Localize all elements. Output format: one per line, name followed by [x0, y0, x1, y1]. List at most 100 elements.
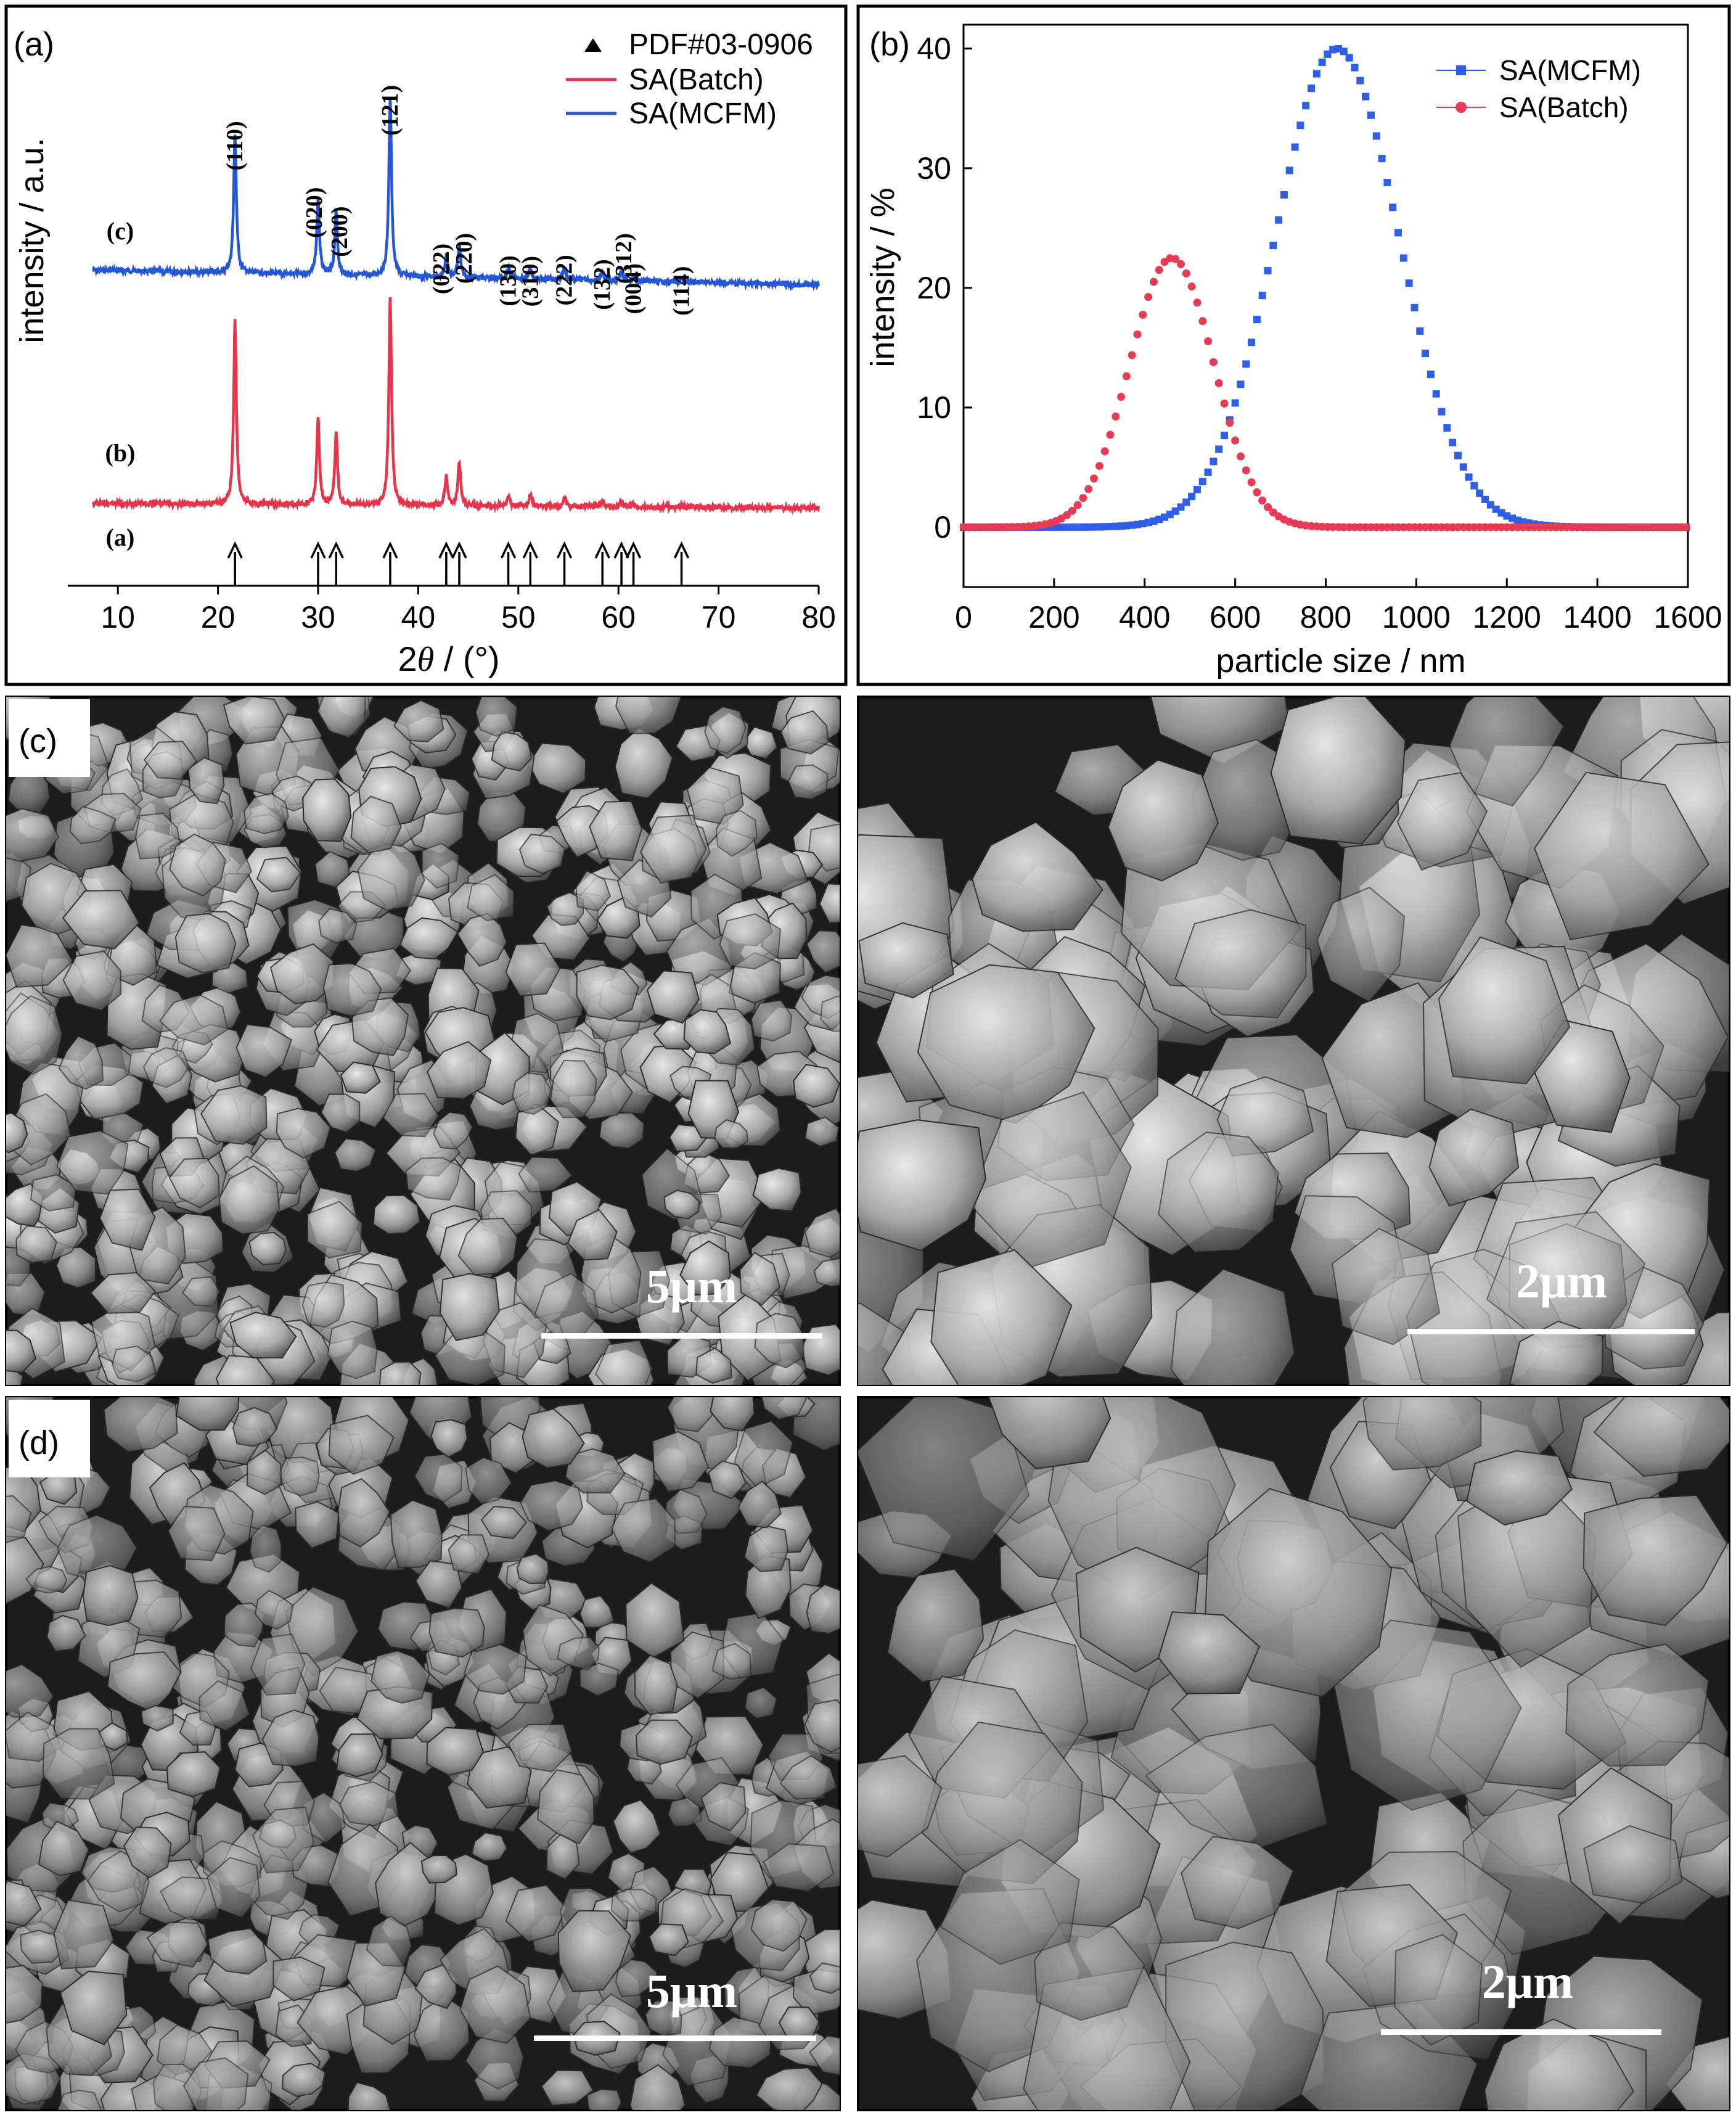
sem-particle — [1449, 697, 1565, 807]
sem-particle — [704, 705, 747, 754]
xrd-x-tick-label: 60 — [601, 600, 636, 634]
sem-particle — [541, 2069, 594, 2106]
sem-particle — [6, 808, 59, 862]
sem-particle — [610, 1498, 676, 1563]
size-point-square — [1215, 445, 1223, 453]
panel-label-b: (b) — [869, 26, 910, 63]
sem-particle — [143, 741, 197, 780]
sem-particle — [347, 2081, 391, 2110]
size-point-square — [1405, 279, 1413, 287]
size-panel-frame — [856, 4, 1731, 686]
sem-particle — [459, 1965, 531, 2044]
sem-particle — [787, 764, 829, 800]
sem-particle — [804, 1699, 840, 1753]
sem-particle — [819, 883, 840, 924]
xrd-reference-arrowhead — [451, 541, 467, 559]
sem-particle — [62, 950, 122, 1011]
size-point-square — [1443, 424, 1451, 432]
xrd-reference-arrowhead — [500, 541, 517, 559]
xrd-hkl-label: (200) — [327, 206, 353, 257]
size-point-circle — [1682, 523, 1690, 532]
sem-particle — [779, 1755, 838, 1800]
sem-particle — [475, 697, 518, 737]
size-point-circle — [1198, 317, 1207, 326]
size-point-circle — [1231, 436, 1240, 445]
sem-particle — [107, 1651, 182, 1713]
size-x-tick-label: 1200 — [1473, 600, 1541, 634]
sem-particle — [567, 1209, 618, 1261]
sem-particle — [683, 1009, 732, 1054]
sem-particle — [420, 1854, 457, 1884]
scale-bar-label-d-right: 2μm — [1482, 1955, 1573, 2008]
sem-particle — [1181, 1836, 1295, 1929]
size-point-square — [1449, 438, 1457, 446]
size-point-circle — [1204, 337, 1213, 345]
xrd-reference-marker — [328, 541, 344, 586]
sem-particle — [646, 970, 700, 1024]
xrd-y-axis-label: intensity / a.u. — [14, 138, 51, 343]
panel-label-d: (d) — [18, 1424, 59, 1461]
sem-particle — [806, 1583, 840, 1635]
sem-particle — [1170, 1268, 1295, 1385]
sem-particle — [576, 964, 640, 1021]
sem-particle — [743, 1525, 789, 1572]
xrd-reference-marker — [613, 541, 629, 586]
size-y-tick-label: 30 — [917, 151, 951, 186]
sem-particle — [62, 890, 140, 950]
xrd-trace-sa-mcfm- — [92, 98, 821, 292]
panel-label-c-box — [9, 699, 90, 777]
sem-particle — [414, 1964, 457, 2010]
sem-particles — [858, 1397, 1729, 2110]
sem-particle — [390, 1499, 443, 1569]
xrd-reference-marker — [625, 541, 642, 586]
xrd-reference-marker — [500, 541, 517, 586]
size-point-circle — [1209, 358, 1218, 366]
sem-particle — [708, 1460, 747, 1500]
sem-particle — [1593, 1397, 1729, 1477]
scale-bar-c-right — [1407, 1329, 1695, 1334]
sem-particle — [858, 922, 954, 999]
sem-particle — [282, 2063, 327, 2097]
xrd-axes: 10 20 30 40 50 60 70 80 (c) (b) (a) — [68, 217, 836, 634]
xrd-reference-marker — [227, 541, 243, 586]
sem-particle — [56, 1130, 129, 1195]
size-point-square — [1285, 166, 1293, 175]
sem-particle — [1158, 1611, 1261, 1694]
sem-particle — [134, 812, 182, 860]
size-point-square — [1389, 203, 1397, 212]
size-point-square — [1188, 493, 1196, 501]
sem-particle — [199, 1680, 251, 1732]
sem-particle — [1396, 772, 1488, 871]
sem-particle — [111, 1345, 157, 1382]
size-point-circle — [1149, 277, 1158, 286]
size-point-circle — [1258, 496, 1267, 505]
sem-particle — [249, 1524, 282, 1573]
xrd-x-tick-label: 20 — [201, 600, 235, 634]
size-point-circle — [1084, 485, 1093, 493]
size-point-square — [1231, 399, 1239, 407]
sem-particle — [471, 1831, 508, 1862]
sem-particle — [59, 1970, 128, 2046]
sem-particle — [372, 1194, 420, 1235]
xrd-reference-marker — [310, 541, 326, 586]
size-point-circle — [1155, 266, 1163, 274]
xrd-trace-label: (a) — [106, 524, 135, 551]
sem-particle — [328, 1415, 395, 1475]
sem-particle — [357, 840, 425, 911]
size-point-square — [1296, 121, 1304, 129]
sem-particle — [516, 1553, 549, 1585]
sem-particle — [215, 1355, 276, 1385]
size-point-circle — [1177, 260, 1185, 268]
size-x-axis-label: particle size / nm — [1216, 643, 1465, 680]
sem-particle — [140, 1704, 174, 1732]
size-point-square — [1237, 380, 1245, 388]
xrd-reference-arrowhead — [328, 541, 344, 559]
sem-particle — [103, 1397, 178, 1453]
size-point-square — [1193, 485, 1201, 493]
sem-particle — [1270, 697, 1406, 845]
sem-particle — [739, 1252, 780, 1306]
size-point-square — [1372, 132, 1380, 140]
legend-triangle-icon — [584, 38, 602, 52]
xrd-trace-label: (b) — [105, 439, 136, 467]
